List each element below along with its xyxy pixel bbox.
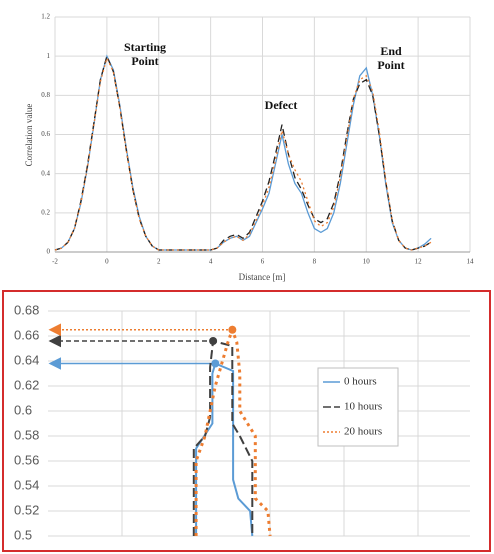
y-tick-label: 0.5 [14,527,32,542]
y-tick-label: 0.4 [41,169,50,177]
x-tick-label: 2 [157,258,161,266]
peak-dot [228,325,237,334]
y-tick-label: 0.66 [14,327,39,342]
peak-dot [211,359,220,368]
legend-label: 10 hours [344,401,382,413]
series-line [194,325,272,537]
y-tick-label: 0.6 [41,130,50,138]
series-line [195,362,254,537]
y-tick-label: 0.8 [41,91,50,99]
x-tick-label: 14 [467,258,475,266]
y-tick-label: 0.52 [14,502,39,517]
y-tick-label: 0.2 [41,208,50,216]
y-tick-label: 0 [47,248,51,256]
y-tick-label: 1.2 [41,13,50,21]
y-tick-label: 0.6 [14,402,32,417]
annotation: Defect [264,98,298,112]
annotation: End Point [377,44,405,72]
x-tick-label: 6 [261,258,265,266]
y-tick-label: 0.62 [14,377,39,392]
annotation: Starting Point [124,40,166,68]
legend-box [317,367,399,447]
y-axis-label: Correlation value [24,104,34,167]
x-tick-label: 10 [363,258,371,266]
y-tick-label: 0.54 [14,477,39,492]
x-tick-label: 12 [415,258,423,266]
x-tick-label: 8 [313,258,317,266]
top-panel [0,0,494,286]
y-tick-label: 0.64 [14,352,39,367]
y-tick-label: 0.58 [14,427,39,442]
y-tick-label: 0.56 [14,452,39,467]
series-line [54,54,432,251]
series-line [54,56,432,251]
legend-label: 20 hours [344,426,382,438]
peak-dot [209,337,218,345]
y-tick-label: 0.68 [14,302,39,317]
x-tick-label: 0 [105,258,109,266]
x-axis-label: Distance [m] [239,272,286,282]
legend-label: 0 hours [344,376,377,388]
x-tick-label: -2 [52,258,58,266]
y-tick-label: 1 [47,52,51,60]
zoom-frame [2,290,491,552]
x-tick-label: 4 [209,258,213,266]
